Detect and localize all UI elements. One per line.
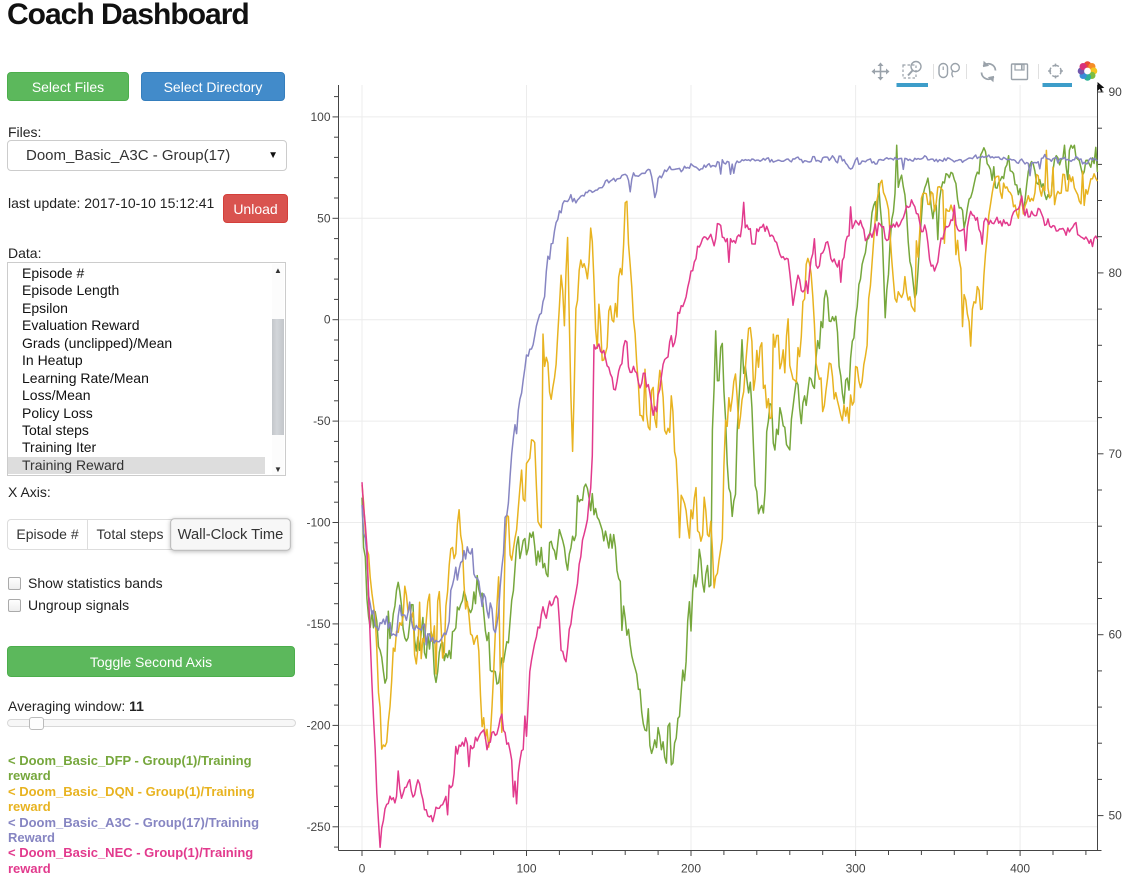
svg-text:50: 50	[1109, 809, 1123, 823]
svg-text:300: 300	[846, 862, 866, 876]
svg-text:0: 0	[324, 313, 331, 327]
svg-text:-150: -150	[306, 617, 330, 631]
svg-text:-100: -100	[306, 516, 330, 530]
svg-text:100: 100	[516, 862, 536, 876]
svg-text:70: 70	[1109, 447, 1123, 461]
svg-text:100: 100	[310, 110, 330, 124]
svg-text:-250: -250	[306, 820, 330, 834]
svg-text:200: 200	[681, 862, 701, 876]
svg-text:80: 80	[1109, 266, 1123, 280]
svg-text:-200: -200	[306, 718, 330, 732]
svg-text:50: 50	[317, 211, 331, 225]
svg-text:60: 60	[1109, 628, 1123, 642]
svg-text:400: 400	[1010, 862, 1030, 876]
svg-text:90: 90	[1109, 85, 1123, 99]
svg-text:-50: -50	[313, 414, 331, 428]
svg-text:0: 0	[359, 862, 366, 876]
